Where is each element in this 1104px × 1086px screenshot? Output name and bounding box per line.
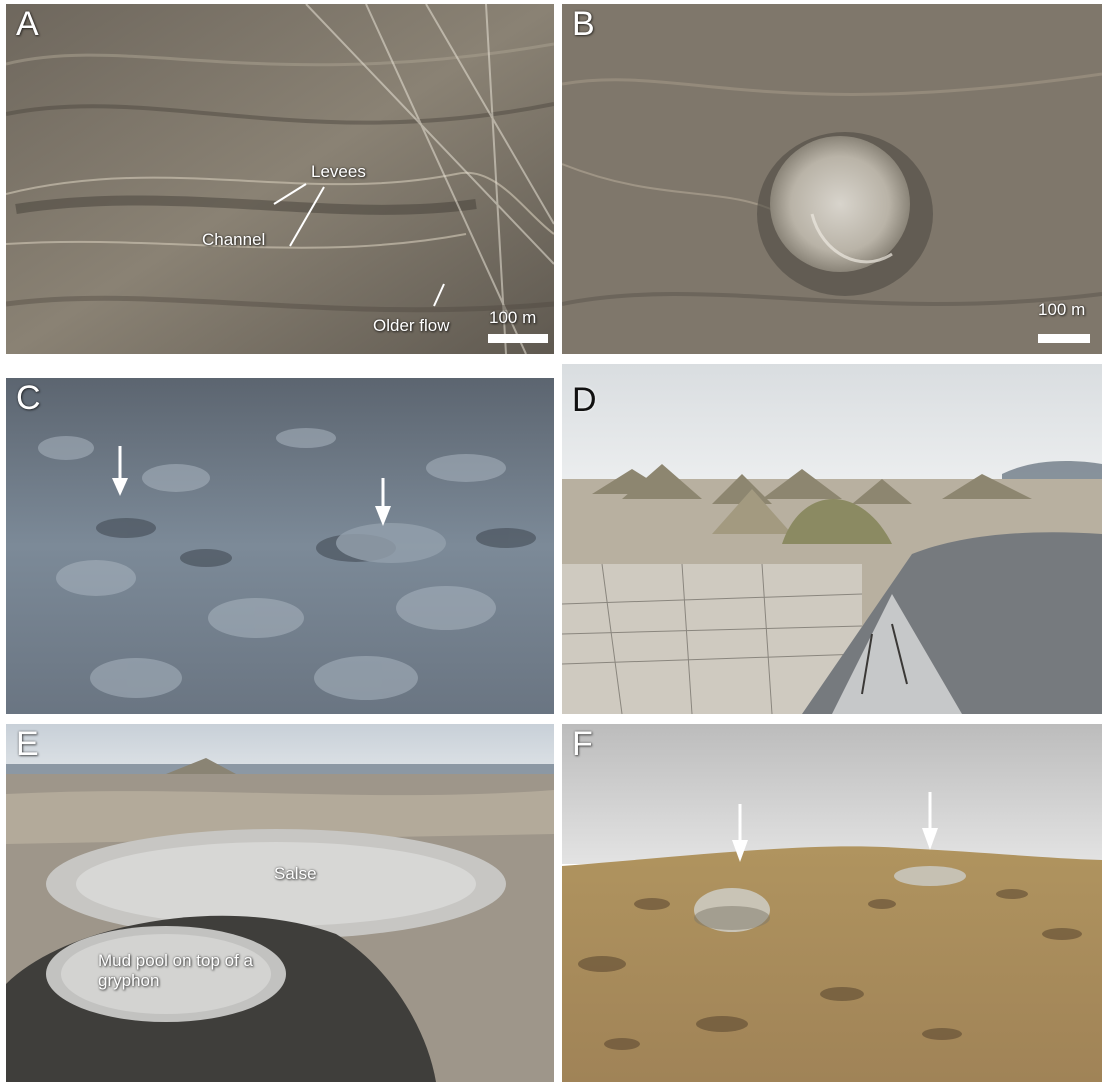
panel-f-label: F [572, 725, 593, 763]
panel-a-label: A [16, 5, 39, 43]
panel-b-aerial-photo [562, 4, 1102, 354]
panel-b-scale-bar [1038, 334, 1090, 343]
panel-a-aerial-photo [6, 4, 554, 354]
panel-a-scale-bar [488, 334, 548, 343]
panel-b-label: B [572, 5, 595, 43]
older-flow-annotation: Older flow [373, 316, 450, 335]
panel-c-mud-surface-photo [6, 378, 554, 714]
panel-e: E Salse Mud pool on top of a gryphon [6, 724, 554, 1082]
panel-d: D [562, 364, 1102, 714]
panel-a-scale-label: 100 m [489, 308, 537, 327]
panel-f-steppe-photo [562, 724, 1102, 1082]
panel-d-label: D [572, 381, 597, 419]
panel-b: B 100 m [562, 4, 1102, 354]
mud-pool-annotation: Mud pool on top of a gryphon [98, 951, 254, 990]
levees-annotation: Levees [311, 162, 366, 181]
panel-e-label: E [16, 725, 39, 763]
panel-c-label: C [16, 379, 41, 417]
panel-b-scale-label: 100 m [1038, 300, 1086, 319]
panel-e-salse-photo [6, 724, 554, 1082]
panel-a: A Levees Channel Older flow 100 m [6, 4, 554, 354]
panel-f: F [562, 724, 1102, 1082]
panel-d-mud-cones-photo [562, 364, 1102, 714]
salse-annotation: Salse [274, 864, 317, 883]
channel-annotation: Channel [202, 230, 266, 249]
panel-c: C [6, 378, 554, 714]
